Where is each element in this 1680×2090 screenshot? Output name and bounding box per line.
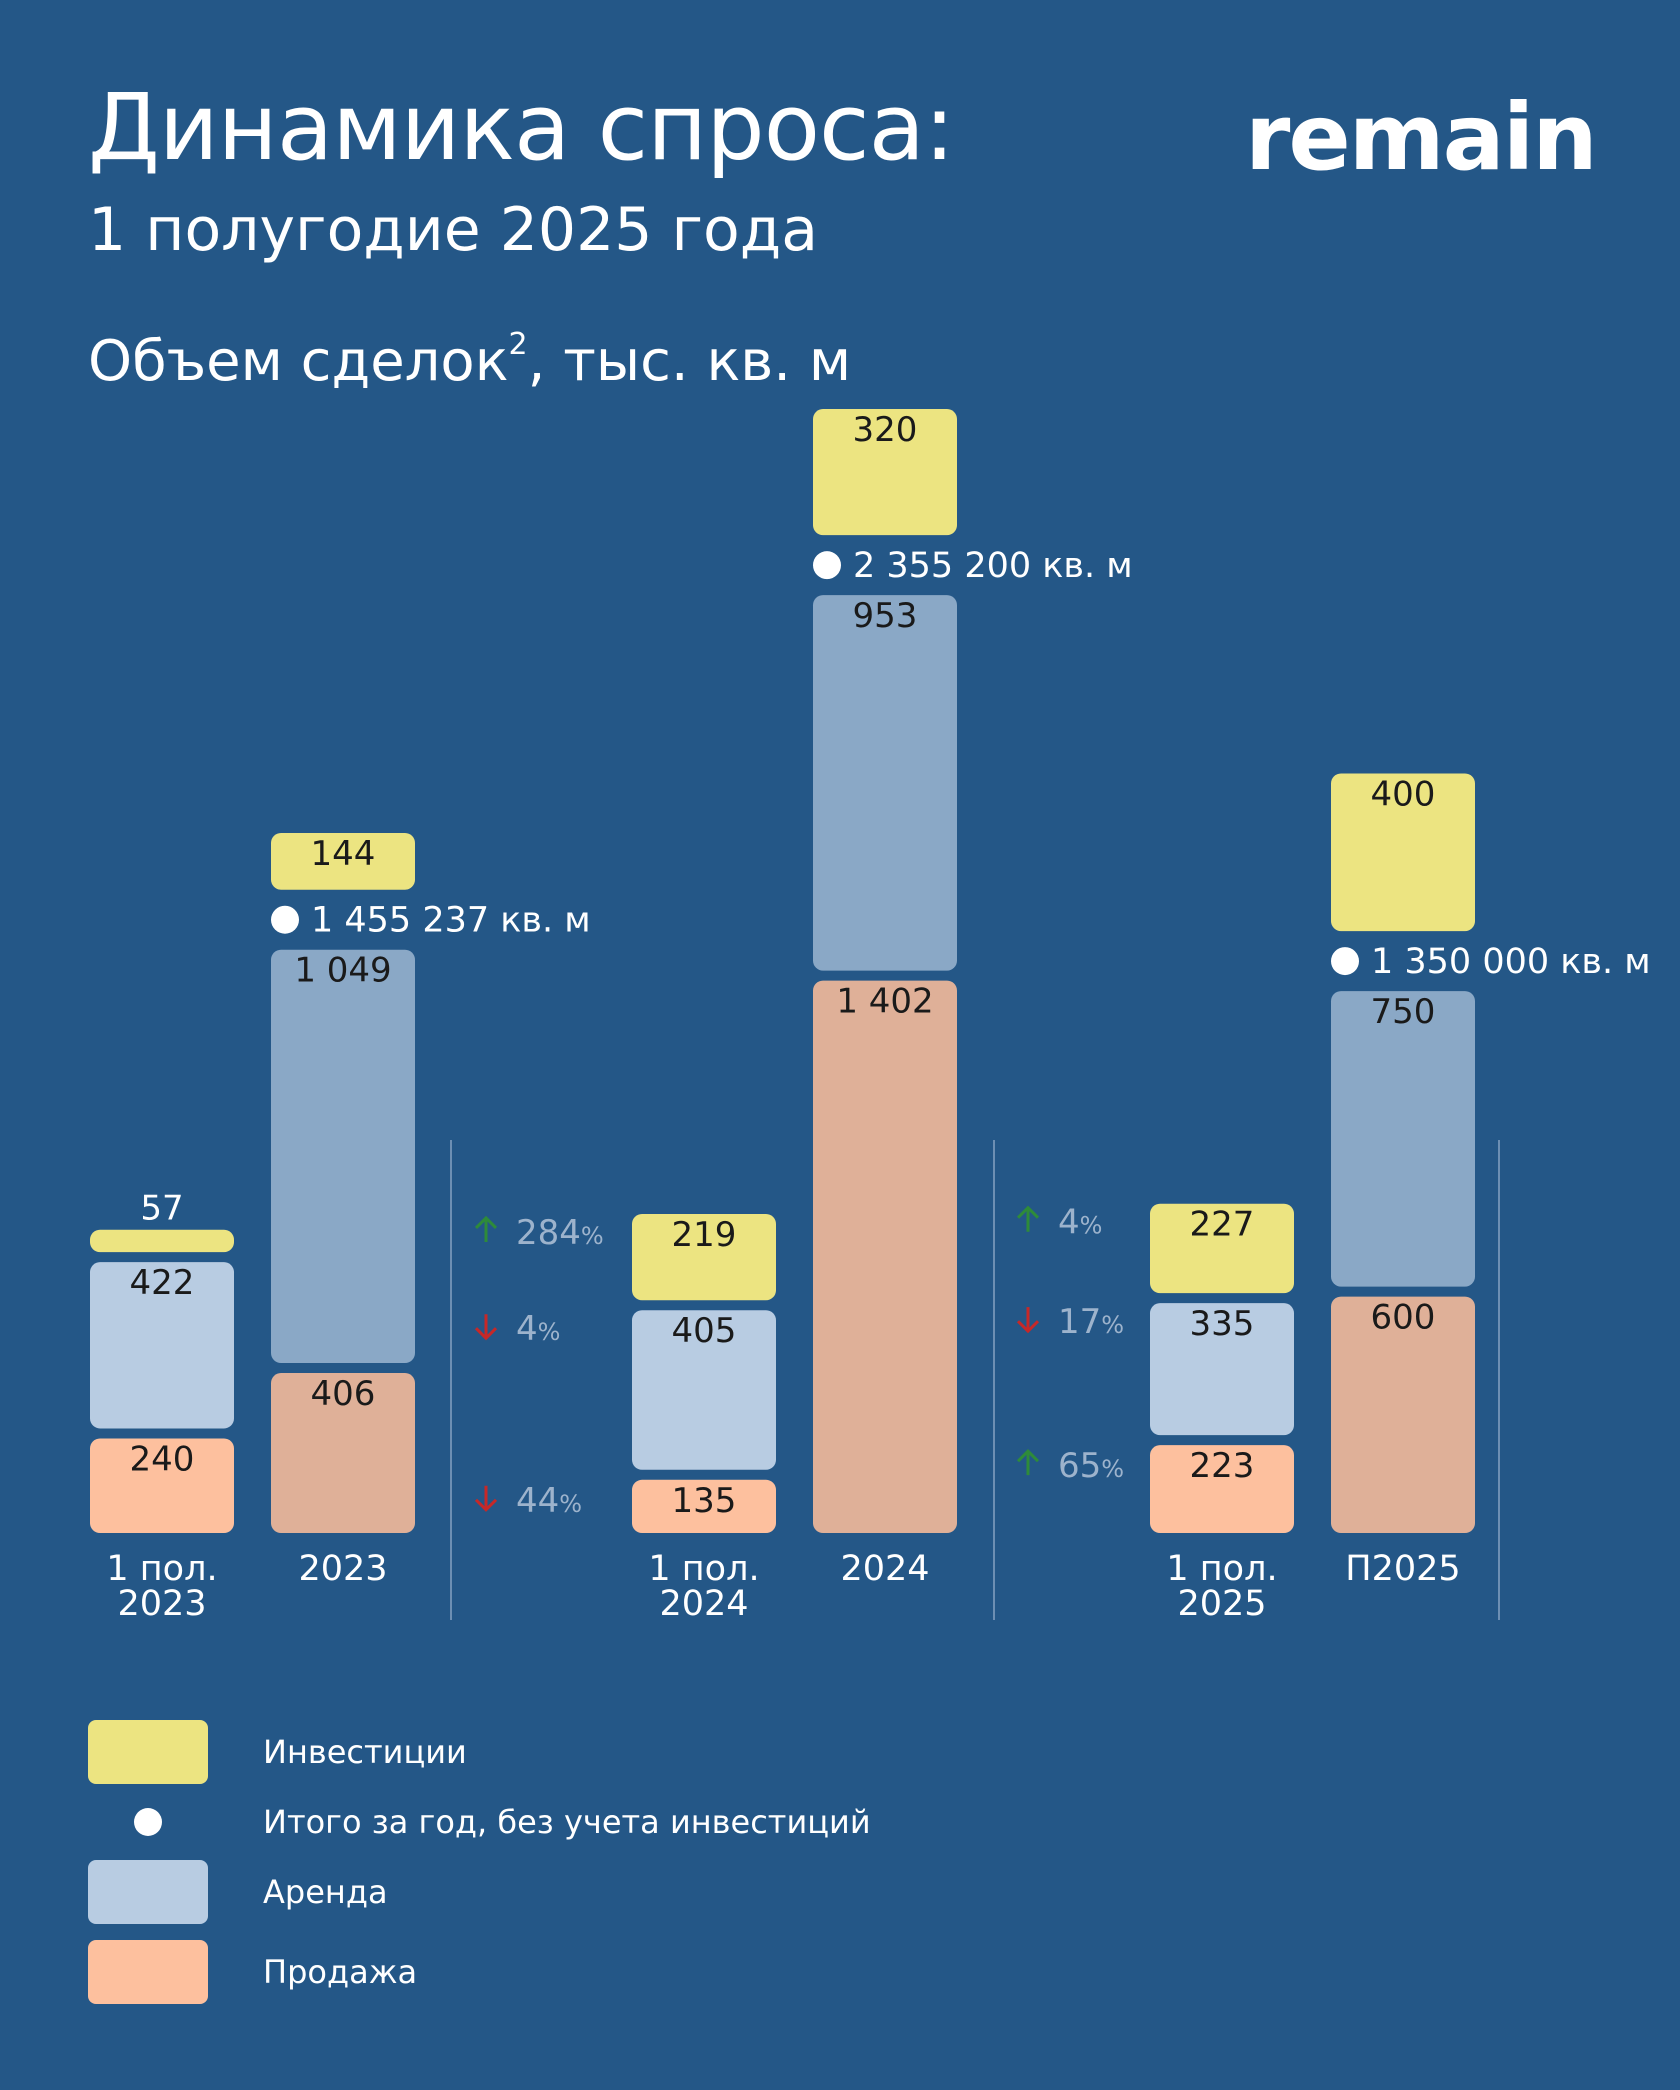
change-unit: %	[538, 1318, 561, 1346]
bar-lease-2023	[271, 949, 415, 1364]
remain-logo: remain	[1245, 84, 1598, 191]
value-label-sales-1-пол-2023: 240	[130, 1439, 195, 1479]
legend-label-sales: Продажа	[263, 1953, 418, 1991]
change-number: 44	[516, 1481, 559, 1521]
value-label-investments-2024: 320	[853, 410, 918, 450]
change-arrow-down-1-2	[474, 1314, 498, 1341]
change-unit: %	[581, 1222, 604, 1250]
legend-label-total: Итого за год, без учета инвестиций	[263, 1803, 871, 1841]
change-number: 284	[516, 1213, 581, 1253]
bar-sales-1-пол-2023	[90, 1438, 234, 1533]
value-label-investments-1-пол-2025: 227	[1190, 1205, 1255, 1245]
category-label-1-пол-2025-line1: 1 пол.	[1166, 1549, 1277, 1589]
bar-sales-1-пол-2024	[632, 1479, 776, 1533]
legend-label-lease: Аренда	[263, 1873, 388, 1911]
change-value-1-2: 4%	[516, 1309, 560, 1349]
value-label-lease-1-пол-2025: 335	[1190, 1304, 1255, 1344]
category-label-2024: 2024	[840, 1549, 929, 1589]
bar-sales-2024	[813, 980, 957, 1533]
total-label-2023: 1 455 237 кв. м	[311, 901, 591, 941]
change-number: 4	[516, 1309, 538, 1349]
change-value-2-2: 17%	[1058, 1302, 1124, 1342]
bar-sales-1-пол-2025	[1150, 1445, 1294, 1533]
change-value-2-3: 65%	[1058, 1446, 1124, 1486]
change-number: 65	[1058, 1446, 1101, 1486]
change-unit: %	[1101, 1311, 1124, 1339]
bar-investments-2023	[271, 832, 415, 890]
category-label-2023: 2023	[298, 1549, 387, 1589]
category-label-1-пол-2023-line1: 1 пол.	[106, 1549, 217, 1589]
change-arrow-up-2-1	[1016, 1205, 1040, 1232]
legend-swatch-lease	[88, 1860, 208, 1924]
value-label-investments-1-пол-2024: 219	[672, 1215, 737, 1255]
total-dot-п2025	[1331, 947, 1359, 976]
change-unit: %	[559, 1490, 582, 1518]
category-label-1-пол-2025-line2: 2025	[1177, 1584, 1266, 1624]
legend-swatch-investments	[88, 1720, 208, 1784]
category-label-п2025: П2025	[1345, 1549, 1460, 1589]
bar-investments-1-пол-2024	[632, 1213, 776, 1301]
value-label-investments-1-пол-2023: 57	[140, 1189, 183, 1229]
change-unit: %	[1101, 1455, 1124, 1483]
change-unit: %	[1080, 1212, 1103, 1240]
category-label-1-пол-2024-line1: 1 пол.	[648, 1549, 759, 1589]
category-label-1-пол-2024-line2: 2024	[659, 1584, 748, 1624]
page-title: Динамика спроса:	[88, 74, 955, 181]
bar-investments-1-пол-2023	[90, 1229, 234, 1253]
bar-investments-2024	[813, 409, 957, 536]
total-dot-2023	[271, 905, 299, 934]
change-arrow-down-2-2	[1016, 1307, 1040, 1334]
change-value-2-1: 4%	[1058, 1203, 1102, 1243]
change-value-1-1: 284%	[516, 1213, 604, 1253]
value-label-lease-2024: 953	[853, 596, 918, 636]
bar-lease-1-пол-2025	[1150, 1303, 1294, 1436]
value-label-sales-1-пол-2025: 223	[1190, 1446, 1255, 1486]
category-label-1-пол-2023-line2: 2023	[117, 1584, 206, 1624]
total-label-2024: 2 355 200 кв. м	[853, 546, 1133, 586]
chart-heading-unit: , тыс. кв. м	[527, 329, 852, 394]
page-subtitle: 1 полугодие 2025 года	[88, 195, 818, 265]
footnote-marker: 2	[508, 327, 528, 362]
legend-swatch-sales	[88, 1940, 208, 2004]
total-label-п2025: 1 350 000 кв. м	[1371, 942, 1651, 982]
bar-investments-1-пол-2025	[1150, 1203, 1294, 1294]
change-arrow-up-1-1	[474, 1215, 498, 1242]
bar-lease-2024	[813, 595, 957, 971]
chart-heading-text: Объем сделок	[88, 329, 509, 394]
bar-lease-1-пол-2023	[90, 1262, 234, 1429]
change-value-1-3: 44%	[516, 1481, 582, 1521]
value-label-sales-2024: 1 402	[836, 982, 933, 1022]
bar-sales-2023	[271, 1373, 415, 1533]
value-label-lease-1-пол-2023: 422	[130, 1263, 195, 1303]
bar-lease-п2025	[1331, 991, 1475, 1287]
chart-heading: Объем сделок2, тыс. кв. м	[88, 330, 851, 390]
value-label-sales-п2025: 600	[1371, 1298, 1436, 1338]
value-label-investments-2023: 144	[311, 834, 376, 874]
legend-label-investments: Инвестиции	[263, 1733, 467, 1771]
bar-sales-п2025	[1331, 1296, 1475, 1533]
change-arrow-up-2-3	[1016, 1449, 1040, 1476]
value-label-sales-1-пол-2024: 135	[672, 1481, 737, 1521]
value-label-lease-2023: 1 049	[294, 951, 391, 991]
bar-lease-1-пол-2024	[632, 1310, 776, 1470]
change-arrow-down-1-3	[474, 1485, 498, 1512]
value-label-lease-п2025: 750	[1371, 992, 1436, 1032]
change-number: 4	[1058, 1203, 1080, 1243]
value-label-lease-1-пол-2024: 405	[672, 1311, 737, 1351]
legend-dot-total	[134, 1808, 162, 1836]
total-dot-2024	[813, 551, 841, 580]
value-label-sales-2023: 406	[311, 1374, 376, 1414]
bar-investments-п2025	[1331, 773, 1475, 932]
value-label-investments-п2025: 400	[1371, 775, 1436, 815]
change-number: 17	[1058, 1302, 1101, 1342]
